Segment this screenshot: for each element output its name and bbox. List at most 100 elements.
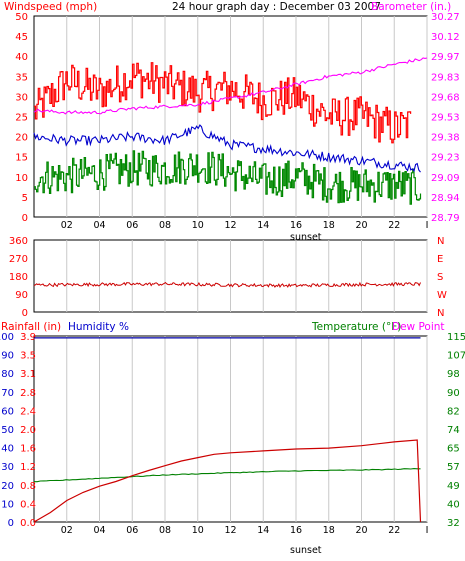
y-tick-barometer: 29.68 [431,92,460,103]
x-tick-label: 18 [323,525,335,536]
rainfall-axis-title: Rainfall (in) [1,321,61,333]
y-tick-wind: 25 [15,113,28,124]
temperature-axis-title: Temperature (°F) [311,321,401,333]
y-tick-barometer: 29.38 [431,133,460,144]
x-tick-label: 02 [61,220,73,231]
y-tick-humidity: 90 [1,351,14,362]
y-tick-rain: 3.9 [20,332,36,343]
y-tick-wind: 30 [15,92,28,103]
series-gust [34,62,412,144]
y-tick-wind: 45 [15,32,28,43]
y-tick-wind: 15 [15,153,28,164]
y-tick-barometer: 29.97 [431,52,460,63]
y-tick-direction: 270 [9,254,28,265]
y-tick-humidity: 10 [1,499,14,510]
right-axis-title: Barometer (in.) [371,1,451,13]
x-tick-label: 16 [290,220,302,231]
y-tick-rain: 0.8 [20,481,36,492]
y-tick-humidity: 60 [1,406,14,417]
y-tick-humidity: 20 [1,481,14,492]
y-tick-wind: 10 [15,173,28,184]
y-tick-wind: 35 [15,72,28,83]
y-tick-rain: 2.4 [20,406,36,417]
y-tick-barometer: 29.23 [431,153,460,164]
series-low-wind [34,150,422,205]
x-tick-label: 20 [355,525,367,536]
y-tick-barometer: 28.94 [431,193,460,204]
y-tick-barometer: 30.27 [431,12,460,23]
left-axis-title: Windspeed (mph) [4,1,97,13]
y-tick-temperature: 57 [447,462,460,473]
y-tick-barometer: 29.83 [431,72,460,83]
y-tick-temperature: 107 [447,351,465,362]
y-tick-barometer: 30.12 [431,32,460,43]
y-tick-wind: 40 [15,52,28,63]
humidity-axis-title: Humidity % [68,321,129,333]
x-tick-label: 22 [388,525,400,536]
y-tick-temperature: 90 [447,388,460,399]
x-tick-label: 08 [159,220,171,231]
y-tick-rain: 2.0 [20,425,36,436]
x-tick-label: 04 [93,220,105,231]
x-tick-label: 04 [93,525,105,536]
y-tick-humidity: 80 [1,369,14,380]
x-tick-label: 16 [290,525,302,536]
y-tick-rain: 1.6 [20,444,36,455]
y-tick-compass: S [437,272,443,283]
y-tick-compass: W [437,290,447,301]
sunset-label-bottom: sunset [290,545,322,556]
y-tick-compass: N [437,308,444,319]
x-tick-label: 12 [224,220,236,231]
y-tick-direction: 180 [9,272,28,283]
series-barometer [33,57,428,115]
y-tick-wind: 50 [15,12,28,23]
y-tick-compass: N [437,236,444,247]
y-tick-humidity: 30 [1,462,14,473]
y-tick-humidity: 0 [8,518,14,529]
y-tick-compass: E [437,254,443,265]
y-tick-temperature: 32 [447,518,460,529]
y-tick-humidity: 40 [1,444,14,455]
y-tick-rain: 3.5 [20,351,36,362]
x-tick-label: 20 [355,220,367,231]
series-wind-direction [33,281,421,289]
sunset-label-top: sunset [290,232,322,243]
x-tick-label: 06 [126,220,138,231]
y-tick-rain: 3.1 [20,369,36,380]
y-tick-humidity: 100 [0,332,14,343]
x-tick-label: 10 [192,220,204,231]
x-tick-label: 02 [61,525,73,536]
x-tick-label: 18 [323,220,335,231]
y-tick-temperature: 49 [447,481,460,492]
series-avg-wind [33,124,421,173]
y-tick-rain: 0.4 [20,499,36,510]
y-tick-wind: 0 [22,213,28,224]
y-tick-temperature: 65 [447,444,460,455]
y-tick-temperature: 98 [447,369,460,380]
chart-title: 24 hour graph day : December 03 2007 [172,1,381,13]
y-tick-temperature: 82 [447,406,460,417]
series-rainfall [33,439,422,523]
x-tick-label: 14 [257,220,269,231]
series-lines [33,57,428,523]
x-tick-label: 22 [388,220,400,231]
y-tick-direction: 90 [15,290,28,301]
x-tick-label: 12 [224,525,236,536]
y-tick-wind: 5 [22,193,28,204]
y-tick-wind: 20 [15,133,28,144]
x-tick-label: I [426,220,429,231]
x-tick-label: 14 [257,525,269,536]
x-tick-label: 10 [192,525,204,536]
y-tick-temperature: 74 [447,425,460,436]
dewpoint-axis-title: Dew Point [392,321,445,333]
x-tick-label: I [426,525,429,536]
y-tick-temperature: 115 [447,332,465,343]
y-tick-humidity: 70 [1,388,14,399]
x-tick-label: 08 [159,525,171,536]
series-temperature [34,468,421,483]
tick-labels: 02 04 06 08 10 12 14 16 18 20 22 I 02 04 06 08 10 12 14 16 1… [0,12,465,536]
y-tick-rain: 2.8 [20,388,36,399]
y-tick-direction: 0 [22,308,28,319]
